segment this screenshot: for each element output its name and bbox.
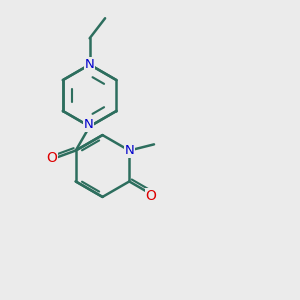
Text: O: O bbox=[46, 152, 57, 166]
Text: O: O bbox=[146, 189, 156, 203]
Text: N: N bbox=[124, 144, 134, 157]
Text: N: N bbox=[85, 58, 94, 71]
Text: N: N bbox=[83, 118, 93, 131]
